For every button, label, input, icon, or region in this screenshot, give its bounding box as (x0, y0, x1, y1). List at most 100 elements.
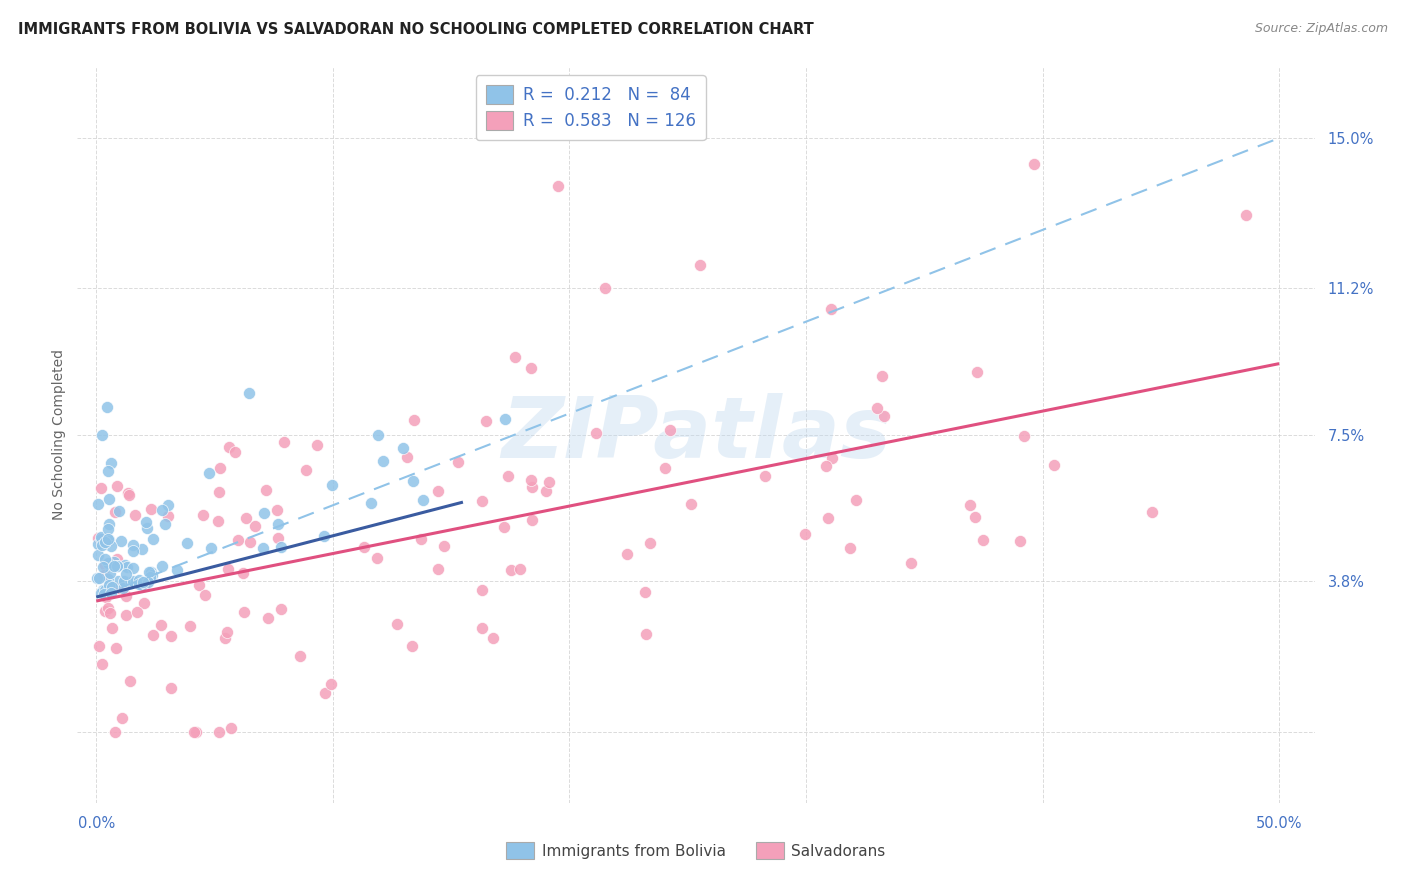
Point (585, 426, 607, 441)
Point (94, 604, 117, 618)
Point (821, 451, 844, 466)
Point (1008, 534, 1031, 549)
Point (166, 563, 188, 577)
Text: Source: ZipAtlas.com: Source: ZipAtlas.com (1254, 22, 1388, 36)
Point (471, 621, 494, 635)
Point (214, 631, 236, 645)
Point (90, 481, 112, 495)
Point (120, 576, 142, 591)
Point (215, 624, 238, 639)
Point (207, 724, 229, 739)
Point (1042, 458, 1064, 472)
Point (1236, 208, 1258, 222)
Point (360, 496, 382, 510)
Point (820, 302, 842, 317)
Point (87, 537, 110, 551)
Point (141, 567, 163, 582)
Point (966, 365, 988, 379)
Point (401, 640, 423, 654)
Point (120, 673, 142, 688)
Point (132, 595, 155, 609)
Point (124, 508, 146, 522)
Point (105, 479, 128, 493)
Point (86, 571, 108, 585)
Point (307, 438, 329, 452)
Point (253, 506, 276, 520)
Point (426, 562, 449, 576)
Point (93, 559, 115, 574)
Point (446, 455, 468, 469)
Point (321, 477, 343, 491)
Point (149, 618, 172, 632)
Point (207, 484, 229, 499)
Point (98, 492, 121, 507)
Point (640, 536, 662, 550)
Point (122, 538, 145, 552)
Point (90, 586, 112, 600)
Point (270, 540, 292, 554)
Point (101, 580, 124, 594)
Point (121, 574, 143, 589)
Point (965, 510, 987, 524)
Point (93, 587, 115, 601)
Point (94, 534, 117, 549)
Point (224, 445, 246, 459)
Point (593, 281, 616, 295)
Point (98, 606, 121, 620)
Point (426, 484, 449, 499)
Point (207, 514, 229, 528)
Point (97, 532, 120, 546)
Point (367, 428, 389, 442)
Text: IMMIGRANTS FROM BOLIVIA VS SALVADORAN NO SCHOOLING COMPLETED CORRELATION CHART: IMMIGRANTS FROM BOLIVIA VS SALVADORAN NO… (18, 22, 814, 37)
Point (100, 456, 122, 470)
Point (94, 591, 117, 605)
Point (97, 556, 120, 570)
Point (176, 536, 198, 550)
Point (208, 461, 231, 475)
Point (679, 497, 702, 511)
Point (142, 532, 165, 546)
Point (98, 566, 121, 580)
Point (153, 516, 176, 531)
Point (87, 571, 110, 585)
Point (122, 561, 145, 575)
Point (91, 428, 114, 442)
Point (131, 542, 153, 557)
Point (396, 450, 419, 465)
Point (103, 555, 125, 569)
Point (96, 400, 118, 414)
Point (873, 409, 896, 424)
Point (319, 677, 342, 691)
Point (482, 631, 505, 645)
Point (97, 572, 120, 586)
Point (111, 711, 134, 725)
Point (534, 483, 557, 498)
Point (98, 517, 121, 532)
Point (90, 530, 112, 544)
Point (219, 721, 242, 735)
Point (499, 563, 522, 577)
Point (97, 578, 120, 592)
Point (97, 522, 120, 536)
Point (128, 573, 150, 587)
Point (385, 616, 408, 631)
Point (118, 488, 141, 502)
Point (232, 566, 254, 581)
Point (314, 686, 336, 700)
Point (134, 579, 156, 593)
Text: ZIPatlas: ZIPatlas (501, 393, 891, 476)
Point (157, 498, 180, 512)
Point (433, 540, 456, 554)
Point (97, 464, 120, 478)
Point (93, 567, 115, 582)
Point (121, 544, 143, 558)
Point (366, 550, 388, 565)
Point (183, 724, 205, 739)
Point (91, 538, 114, 552)
Point (817, 511, 839, 525)
Point (845, 492, 868, 507)
Point (200, 541, 222, 555)
Point (252, 541, 274, 555)
Point (495, 412, 517, 426)
Point (112, 574, 135, 589)
